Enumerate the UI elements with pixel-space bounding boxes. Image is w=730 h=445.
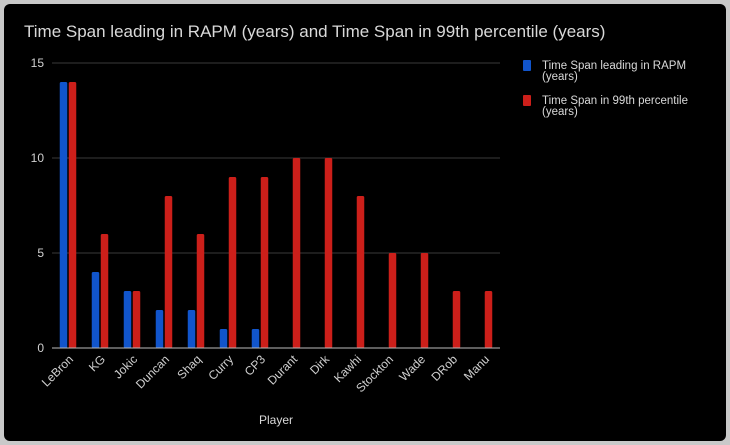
bar-rapm-lebron[interactable] bbox=[59, 82, 68, 348]
chart-title: Time Span leading in RAPM (years) and Ti… bbox=[24, 22, 605, 41]
bar-rapm-cp3[interactable] bbox=[251, 329, 260, 348]
x-axis-label: Player bbox=[259, 413, 293, 427]
bar-rapm-shaq[interactable] bbox=[187, 310, 196, 348]
bar-rapm-jokic[interactable] bbox=[123, 291, 132, 348]
bar-percentile-kawhi[interactable] bbox=[356, 196, 365, 348]
bar-percentile-dirk[interactable] bbox=[324, 158, 333, 348]
x-tick-label: Shaq bbox=[174, 352, 204, 382]
y-axis-ticks: 0 5 10 15 bbox=[31, 56, 45, 355]
x-tick-label: Durant bbox=[265, 352, 301, 388]
x-tick-label: Curry bbox=[205, 352, 236, 383]
legend-label: (years) bbox=[542, 106, 578, 118]
x-tick-label: Dirk bbox=[307, 352, 333, 378]
bar-percentile-wade[interactable] bbox=[420, 253, 429, 348]
x-tick-label: Manu bbox=[461, 352, 492, 383]
bar-percentile-curry[interactable] bbox=[228, 177, 237, 348]
legend[interactable]: Time Span leading in RAPM(years)Time Spa… bbox=[523, 60, 688, 118]
bar-percentile-drob[interactable] bbox=[452, 291, 461, 348]
legend-label: (years) bbox=[542, 71, 578, 83]
bar-percentile-lebron[interactable] bbox=[68, 82, 77, 348]
bar-chart: Time Span leading in RAPM (years) and Ti… bbox=[24, 22, 688, 427]
bar-percentile-shaq[interactable] bbox=[196, 234, 205, 348]
legend-swatch bbox=[523, 60, 531, 71]
bar-rapm-kg[interactable] bbox=[91, 272, 100, 348]
bar-percentile-duncan[interactable] bbox=[164, 196, 173, 348]
x-tick-label: Wade bbox=[396, 352, 428, 384]
y-tick-label: 0 bbox=[37, 341, 44, 355]
x-tick-label: Duncan bbox=[133, 352, 172, 391]
y-tick-label: 10 bbox=[31, 151, 45, 165]
x-tick-label: DRob bbox=[429, 352, 461, 384]
x-tick-label: KG bbox=[86, 352, 108, 374]
gridlines bbox=[52, 62, 500, 254]
bars bbox=[59, 82, 493, 348]
y-tick-label: 5 bbox=[37, 246, 44, 260]
bar-rapm-curry[interactable] bbox=[219, 329, 228, 348]
bar-percentile-jokic[interactable] bbox=[132, 291, 141, 348]
bar-percentile-durant[interactable] bbox=[292, 158, 301, 348]
y-tick-label: 15 bbox=[31, 56, 45, 70]
x-tick-label: Jokic bbox=[111, 352, 140, 381]
x-tick-label: CP3 bbox=[242, 352, 269, 379]
bar-percentile-manu[interactable] bbox=[484, 291, 493, 348]
legend-swatch bbox=[523, 95, 531, 106]
legend-label: Time Span in 99th percentile bbox=[542, 95, 688, 107]
bar-percentile-kg[interactable] bbox=[100, 234, 109, 348]
bar-percentile-cp3[interactable] bbox=[260, 177, 269, 348]
x-tick-label: LeBron bbox=[39, 352, 76, 389]
bar-percentile-stockton[interactable] bbox=[388, 253, 397, 348]
legend-label: Time Span leading in RAPM bbox=[542, 60, 686, 72]
bar-rapm-duncan[interactable] bbox=[155, 310, 164, 348]
chart-frame: Time Span leading in RAPM (years) and Ti… bbox=[4, 4, 726, 441]
